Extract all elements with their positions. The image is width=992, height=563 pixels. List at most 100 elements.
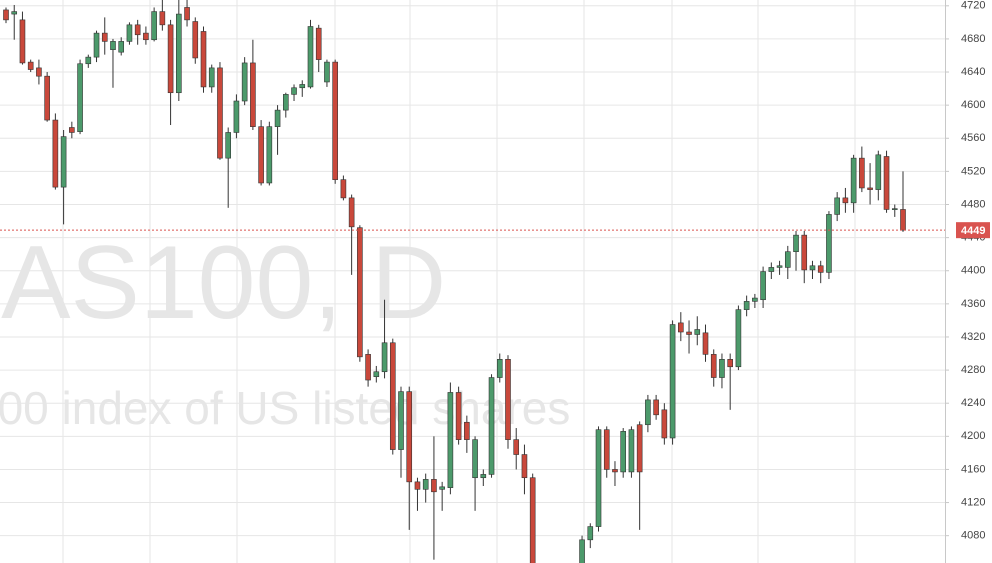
candle-body	[389, 342, 396, 450]
candle-body	[110, 41, 116, 50]
candle-body	[760, 271, 766, 301]
y-tick-label: 4120	[961, 496, 985, 508]
candle-body	[505, 359, 511, 440]
candle-body	[686, 331, 692, 335]
y-tick-label: 4680	[961, 33, 985, 45]
candle-body	[307, 26, 314, 88]
y-tick-label: 4640	[961, 66, 985, 78]
background: NAS100, D 100 index of US listed shares	[0, 0, 945, 563]
candle-body	[768, 267, 775, 272]
y-tick-label: 4320	[961, 331, 985, 343]
candle-body	[126, 24, 133, 42]
candle-body	[52, 119, 59, 188]
candle-body	[636, 424, 643, 473]
candle-body	[315, 27, 322, 60]
candle-body	[628, 429, 635, 473]
candle-body	[447, 392, 454, 488]
candle-body	[77, 63, 83, 132]
candle-body	[801, 234, 808, 271]
candle-body	[431, 479, 437, 493]
candle-body	[752, 297, 758, 302]
candle-body	[60, 136, 67, 188]
candle-body	[727, 359, 733, 368]
y-tick-label: 4080	[961, 530, 985, 542]
y-tick-label: 4360	[961, 298, 985, 310]
candle-body	[661, 409, 668, 439]
y-tick-label: 4720	[961, 0, 985, 12]
candle-body	[883, 156, 890, 210]
candle-body	[678, 322, 684, 333]
candle-body	[653, 399, 659, 416]
candle-body	[398, 391, 404, 450]
candle-body	[159, 11, 166, 26]
candle-body	[167, 24, 174, 94]
candle-body	[19, 19, 26, 64]
candle-body	[406, 391, 413, 483]
candle-body	[603, 429, 610, 470]
candle-body	[274, 109, 281, 127]
candle-body	[850, 157, 857, 204]
candle-body	[357, 227, 363, 358]
candle-body	[27, 61, 34, 70]
candle-body	[595, 429, 602, 527]
candle-body	[282, 94, 289, 111]
candle-body	[817, 265, 824, 273]
last-price-box	[956, 222, 990, 239]
candle-body	[85, 56, 92, 65]
y-tick-label: 4520	[961, 165, 985, 177]
candle-body	[513, 439, 520, 455]
candle-body	[735, 309, 742, 368]
candle-body	[258, 126, 264, 184]
candle-body	[480, 474, 487, 479]
y-tick-label: 4560	[961, 132, 985, 144]
y-tick-label: 4280	[961, 364, 985, 376]
candle-body	[867, 187, 873, 190]
candle-body	[612, 469, 618, 473]
candle-body	[455, 392, 462, 440]
candle-body	[464, 421, 470, 440]
candle-body	[143, 32, 149, 41]
candle-body	[875, 154, 882, 190]
watermark-description: 100 index of US listed shares	[0, 382, 570, 434]
candle-body	[340, 179, 347, 199]
y-tick-label: 4240	[961, 397, 985, 409]
candle-body	[834, 197, 840, 215]
candle-body	[176, 13, 182, 94]
candle-body	[118, 41, 125, 53]
candle-body	[669, 324, 676, 439]
candle-body	[324, 61, 330, 83]
candle-body	[496, 359, 503, 378]
candle-body	[488, 377, 495, 475]
candle-body	[891, 208, 898, 210]
y-tick-label: 4160	[961, 463, 985, 475]
candle-body	[93, 32, 100, 58]
candle-body	[101, 32, 108, 42]
candle-body	[439, 486, 445, 490]
candle-body	[217, 67, 223, 159]
candle-body	[151, 11, 157, 41]
y-tick-label: 4200	[961, 430, 985, 442]
candle-body	[44, 75, 50, 121]
y-tick-label: 4400	[961, 265, 985, 277]
watermark-symbol: NAS100, D	[0, 225, 446, 341]
candle-body	[587, 526, 594, 541]
candle-body	[422, 479, 429, 490]
candle-body	[381, 342, 388, 373]
candle-body	[348, 197, 355, 228]
candle-body	[743, 301, 750, 310]
candle-body	[776, 265, 783, 268]
last-price-label: 4449	[961, 225, 985, 237]
candle-body	[620, 431, 627, 473]
candle-body	[332, 61, 338, 180]
candle-body	[784, 251, 791, 268]
y-tick-label: 4480	[961, 198, 985, 210]
candle-body	[225, 132, 231, 159]
candle-body	[200, 31, 207, 88]
candle-body	[184, 7, 190, 21]
candle-body	[859, 157, 865, 189]
candle-body	[3, 9, 9, 21]
y-tick-label: 4600	[961, 99, 985, 111]
candle-body	[192, 21, 199, 59]
candle-body	[809, 265, 816, 271]
